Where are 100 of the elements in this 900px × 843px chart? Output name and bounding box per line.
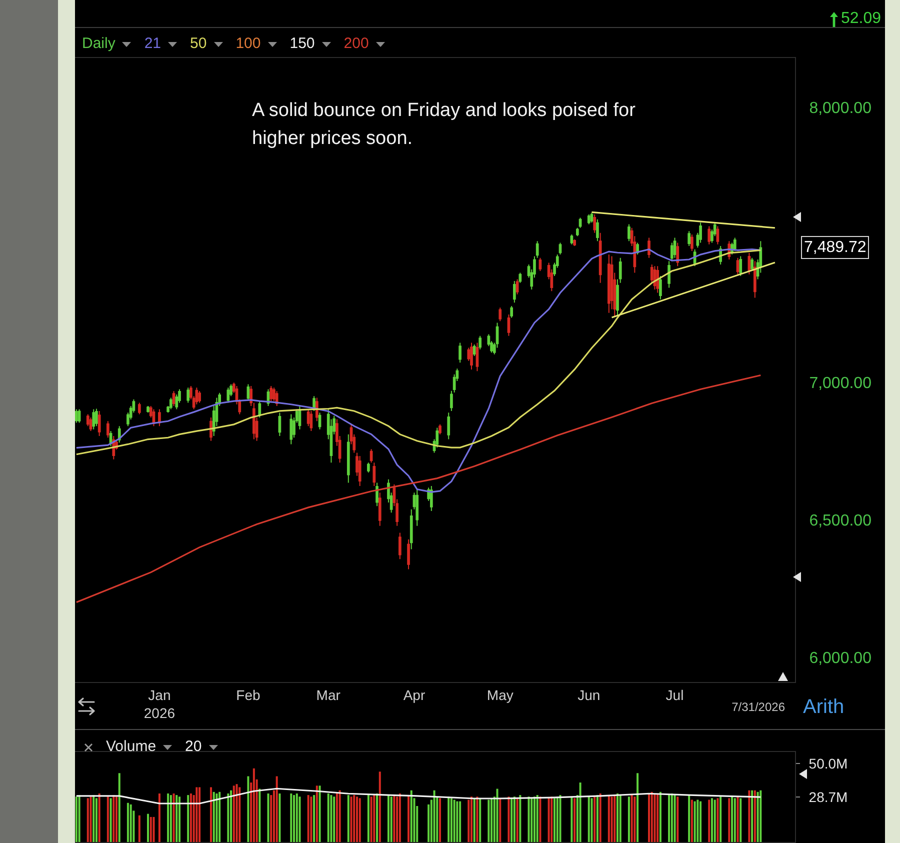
bar — [648, 793, 650, 842]
candlestick — [78, 408, 81, 424]
bar — [654, 793, 656, 842]
bar — [614, 795, 616, 842]
bar — [398, 793, 401, 842]
candlestick — [472, 344, 476, 356]
candlestick — [318, 412, 322, 430]
bar — [468, 800, 470, 842]
bar — [448, 796, 450, 842]
bar — [734, 798, 736, 842]
bar — [106, 796, 109, 842]
text: 21 — [144, 35, 162, 53]
candlestick — [106, 420, 110, 438]
bar — [318, 786, 321, 842]
candlestick — [618, 257, 622, 284]
bar — [92, 795, 95, 842]
candlestick — [310, 410, 313, 432]
candlestick — [370, 448, 373, 464]
candlestick — [146, 406, 150, 414]
bar — [574, 798, 576, 842]
candlestick — [272, 387, 276, 402]
candlestick — [172, 390, 176, 407]
bar — [118, 773, 120, 842]
y-tick-label: 7,000.00 — [809, 374, 872, 392]
bar — [327, 793, 330, 842]
x-tick-label: Feb — [236, 686, 260, 703]
y-tick-label: 6,500.00 — [809, 512, 872, 530]
annotation: A solid bounce on Friday and looks poised for higher prices soon. — [252, 99, 636, 151]
bar — [290, 793, 292, 842]
bar — [178, 796, 180, 842]
bar — [216, 793, 218, 842]
text: 7/31/2026 — [732, 699, 785, 715]
bar — [476, 796, 478, 842]
candlestick — [558, 242, 562, 256]
bar — [210, 787, 212, 842]
bar — [610, 796, 613, 842]
candlestick — [750, 257, 754, 272]
candlestick — [438, 424, 442, 435]
bar — [176, 795, 178, 842]
bar — [594, 796, 596, 842]
candlestick — [158, 408, 161, 427]
candlestick — [628, 224, 630, 242]
candlestick — [169, 397, 172, 410]
candlestick — [367, 462, 370, 474]
bar — [720, 796, 722, 842]
candlestick — [378, 492, 382, 526]
candlestick — [708, 226, 711, 245]
candlestick — [670, 242, 674, 262]
bar — [230, 790, 232, 842]
candlestick — [510, 305, 514, 318]
candlestick — [376, 482, 378, 507]
candlestick — [430, 486, 433, 512]
bar — [350, 796, 352, 842]
bar — [130, 804, 132, 842]
bar — [116, 796, 118, 842]
y-tick-label: 28.7M — [808, 788, 848, 805]
bar — [373, 795, 376, 842]
bar — [716, 798, 719, 842]
bar — [336, 793, 338, 842]
candlestick — [516, 278, 519, 295]
bar — [367, 795, 370, 842]
bar — [450, 798, 452, 842]
bar — [608, 795, 610, 842]
x-tick-label: Jun — [578, 686, 600, 703]
candlestick — [587, 214, 590, 225]
bar — [456, 801, 458, 842]
candlestick — [306, 408, 310, 427]
bar — [167, 793, 170, 842]
bar — [338, 790, 341, 842]
bar — [333, 796, 336, 842]
line-series — [76, 374, 762, 604]
bar — [376, 793, 378, 842]
bar — [668, 795, 670, 842]
y-tick-label: 50.0M — [808, 756, 848, 772]
bar — [690, 800, 693, 842]
bar — [227, 793, 230, 842]
bar — [138, 815, 140, 842]
candlestick — [230, 384, 232, 397]
bar — [473, 798, 476, 842]
candlestick — [450, 390, 453, 412]
bar — [536, 795, 538, 842]
chart-title: Volume — [106, 738, 156, 756]
candlestick — [98, 410, 101, 436]
bar — [75, 796, 78, 842]
candlestick — [476, 342, 479, 372]
bar — [728, 798, 730, 842]
bar — [628, 796, 630, 842]
candlestick — [676, 242, 680, 267]
bar — [754, 790, 756, 842]
candlestick — [578, 217, 582, 228]
text: 50 — [190, 35, 207, 53]
bar — [708, 800, 710, 842]
candlestick — [498, 307, 502, 322]
bar — [619, 795, 622, 842]
bar — [488, 800, 490, 842]
bar — [439, 798, 442, 842]
x-tick-label: May — [486, 686, 514, 703]
bar — [479, 798, 482, 842]
candlestick — [736, 257, 740, 275]
candlestick — [573, 238, 576, 247]
